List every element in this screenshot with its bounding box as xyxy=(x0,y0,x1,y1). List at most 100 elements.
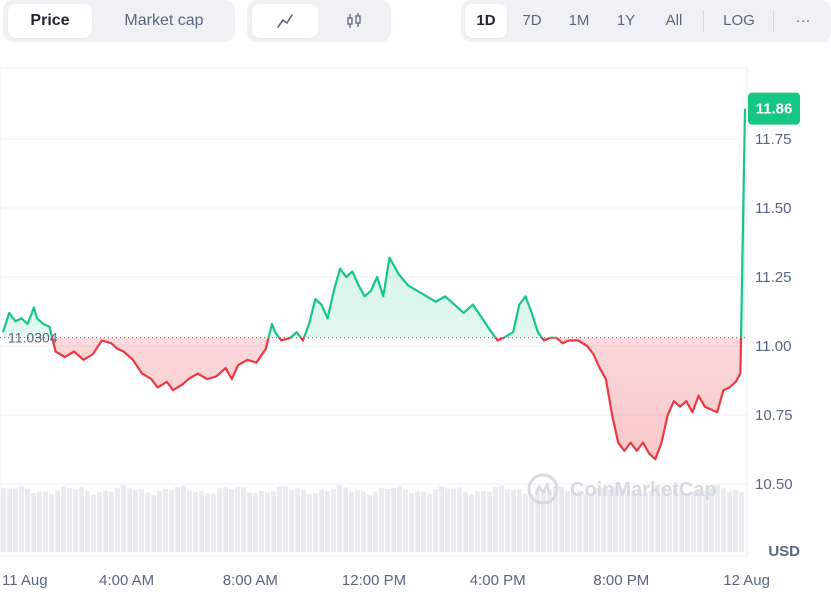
range-group: 1D 7D 1M 1Y All LOG ··· xyxy=(461,0,831,42)
volume-bar xyxy=(373,491,378,552)
volume-bar xyxy=(331,489,336,552)
volume-bar xyxy=(625,493,630,552)
tab-price[interactable]: Price xyxy=(8,4,92,38)
range-1m[interactable]: 1M xyxy=(568,12,590,29)
y-axis: 10.50 10.75 11.00 11.25 11.50 11.75 xyxy=(755,131,793,493)
volume-bar xyxy=(121,485,126,552)
y-tick-label: 11.75 xyxy=(755,131,791,148)
volume-bar xyxy=(697,489,702,552)
volume-bar xyxy=(481,490,486,552)
volume-bar xyxy=(313,493,318,552)
volume-bar xyxy=(73,488,78,552)
volume-bar xyxy=(499,485,504,552)
volume-bar xyxy=(571,491,576,552)
volume-bar xyxy=(115,488,120,552)
volume-bar xyxy=(361,491,366,552)
volume-bar xyxy=(529,494,534,552)
volume-bar xyxy=(613,486,618,552)
volume-bar xyxy=(355,490,360,552)
baseline-label: 11.0304 xyxy=(8,330,58,346)
volume-bar xyxy=(739,492,744,552)
volume-bar xyxy=(145,492,150,552)
line-chart-icon xyxy=(277,14,293,28)
volume-bar xyxy=(673,488,678,552)
volume-bar xyxy=(583,493,588,552)
range-7d[interactable]: 7D xyxy=(522,12,542,29)
volume-bar xyxy=(667,489,672,552)
volume-bar xyxy=(337,485,342,552)
x-tick-label: 12 Aug xyxy=(723,572,770,589)
volume-bar xyxy=(559,486,564,552)
volume-bar xyxy=(727,491,732,552)
volume-bar xyxy=(265,492,270,552)
volume-bar xyxy=(37,491,42,552)
volume-bar xyxy=(103,490,108,552)
volume-bar xyxy=(715,485,720,552)
volume-bar xyxy=(733,490,738,552)
range-1y[interactable]: 1Y xyxy=(616,12,636,29)
volume-bar xyxy=(259,490,264,552)
volume-bar xyxy=(553,486,558,552)
volume-bar xyxy=(709,488,714,552)
volume-bar xyxy=(685,494,690,552)
current-price-badge: 11.86 xyxy=(748,92,800,125)
volume-bars xyxy=(1,485,744,552)
log-toggle[interactable]: LOG xyxy=(723,12,755,29)
price-area-up xyxy=(3,108,745,338)
volume-bar xyxy=(289,489,294,552)
volume-bar xyxy=(181,485,186,552)
volume-bar xyxy=(97,491,102,552)
volume-bar xyxy=(349,491,354,552)
volume-bar xyxy=(55,490,60,552)
y-tick-label: 11.25 xyxy=(755,269,791,286)
volume-bar xyxy=(343,487,348,552)
volume-bar xyxy=(31,493,36,552)
volume-bar xyxy=(301,489,306,552)
watermark: CoinMarketCap xyxy=(527,473,717,505)
volume-bar xyxy=(85,490,90,552)
chart-type-group xyxy=(247,0,391,42)
volume-bar xyxy=(409,493,414,552)
x-tick-label: 4:00 AM xyxy=(99,572,154,589)
candlestick-button[interactable] xyxy=(321,4,387,38)
price-line-up xyxy=(1,108,747,338)
volume-bar xyxy=(721,488,726,552)
volume-bar xyxy=(451,488,456,552)
more-options-button[interactable]: ··· xyxy=(795,12,811,29)
volume-bar xyxy=(397,485,402,552)
current-price-badge-bg xyxy=(748,92,800,125)
volume-bar xyxy=(253,493,258,552)
volume-bar xyxy=(511,490,516,552)
volume-bar xyxy=(109,491,114,552)
view-tab-group: Price Market cap xyxy=(3,0,235,42)
volume-bar xyxy=(367,494,372,552)
x-tick-label: 12:00 PM xyxy=(342,572,406,589)
volume-bar xyxy=(631,492,636,552)
volume-bar xyxy=(415,491,420,552)
volume-bar xyxy=(187,490,192,552)
volume-bar xyxy=(325,490,330,552)
currency-label: USD xyxy=(768,543,800,560)
volume-bar xyxy=(61,486,66,552)
volume-bar xyxy=(493,487,498,552)
volume-bar xyxy=(235,486,240,552)
volume-bar xyxy=(565,491,570,552)
volume-bar xyxy=(151,494,156,552)
range-divider xyxy=(773,10,774,32)
volume-bar xyxy=(241,487,246,552)
volume-bar xyxy=(25,488,30,552)
volume-bar xyxy=(295,488,300,552)
candlestick-icon xyxy=(347,13,361,28)
range-1d[interactable]: 1D xyxy=(465,4,507,38)
price-line-down xyxy=(50,337,743,461)
x-tick-label: 8:00 AM xyxy=(223,572,278,589)
volume-bar xyxy=(133,490,138,552)
volume-bar xyxy=(457,487,462,552)
range-all[interactable]: All xyxy=(665,12,683,29)
volume-bar xyxy=(229,489,234,552)
line-chart-button[interactable] xyxy=(252,4,318,38)
tab-market-cap[interactable]: Market cap xyxy=(124,12,204,29)
volume-bar xyxy=(619,488,624,552)
volume-bar xyxy=(43,491,48,552)
